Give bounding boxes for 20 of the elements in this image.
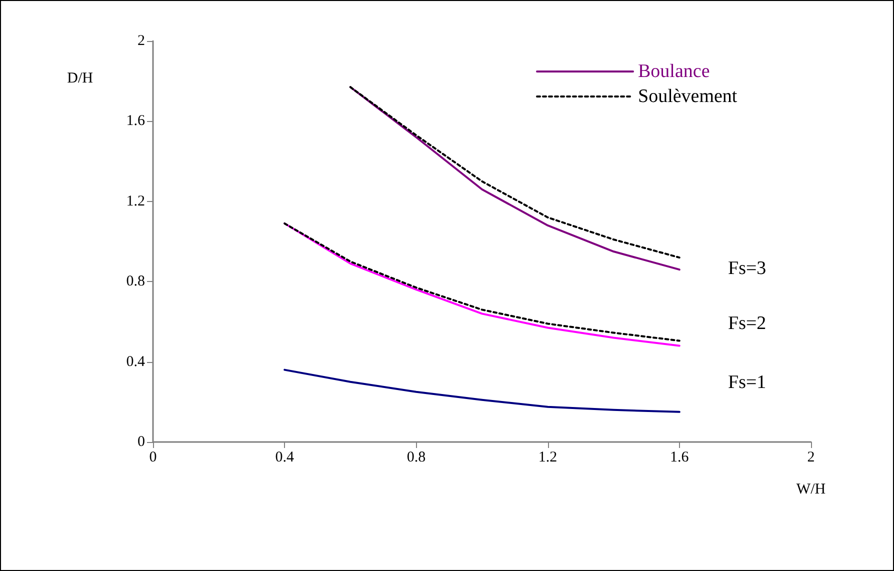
annotation: Fs=1: [728, 372, 766, 393]
x-tick-label: 0.4: [275, 450, 294, 466]
text: Boulance: [638, 61, 710, 82]
x-tick-label: 0: [149, 450, 157, 466]
y-tick-label: 0.8: [126, 274, 145, 290]
y-tick-label: 0.4: [126, 354, 146, 370]
line-series: [284, 368, 680, 413]
x-tick-label: 1.2: [538, 450, 558, 466]
x-tick-label: 2: [807, 450, 815, 466]
text: Soulèvement: [638, 86, 738, 107]
annotation: Fs=2: [728, 313, 766, 334]
x-tick-label: 1.6: [670, 450, 690, 466]
y-axis-title: D/H: [67, 70, 94, 86]
x-tick-label: 0.8: [406, 450, 426, 466]
y-tick-label: 0: [138, 434, 145, 450]
y-tick-label: 1.6: [126, 113, 146, 130]
y-tick-label: 1.2: [126, 193, 145, 210]
x-axis-title: W/H: [796, 482, 826, 498]
annotation: Fs=3: [728, 258, 766, 279]
y-tick-label: 2: [138, 33, 145, 49]
